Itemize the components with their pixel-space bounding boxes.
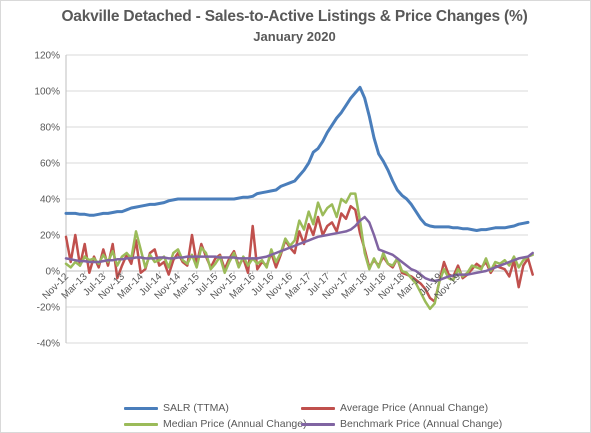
y-tick-label: 20% [40, 231, 60, 242]
series-line-average-price [64, 204, 534, 303]
y-tick-label: 80% [40, 123, 60, 134]
x-tick-labels: Nov-12Mar-13Jul-13Nov-13Mar-14Jul-14Nov-… [41, 271, 464, 302]
y-tick-label: 100% [34, 87, 60, 98]
chart-subtitle: January 2020 [253, 29, 336, 44]
y-tick-label: 60% [40, 159, 60, 170]
y-tick-label: 40% [40, 195, 60, 206]
gridlines [66, 54, 528, 344]
series-lines [64, 85, 534, 311]
chart-title: Oakville Detached - Sales-to-Active List… [61, 8, 528, 25]
series-line-salr [64, 85, 530, 232]
y-tick-label: -20% [37, 303, 60, 314]
y-tick-labels: -40% -20% 0% 20% 40% 60% 80% 100% 120% [34, 51, 60, 350]
series-line-benchmark-price [64, 215, 534, 283]
y-tick-label: 120% [34, 51, 60, 62]
y-tick-label: -40% [37, 339, 60, 350]
y-tick-label: 0% [46, 267, 61, 278]
